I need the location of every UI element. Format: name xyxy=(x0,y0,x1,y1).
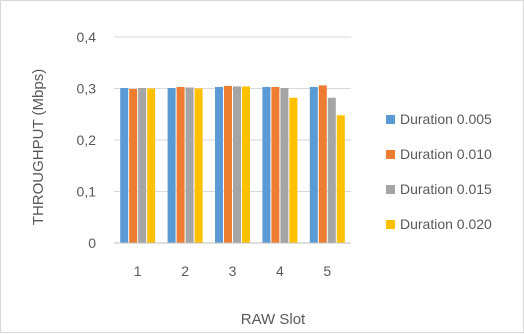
y-tick-label: 0,2 xyxy=(77,132,97,148)
bar xyxy=(129,89,138,243)
bar xyxy=(215,86,223,243)
legend: Duration 0.005 Duration 0.010 Duration 0.0… xyxy=(386,111,492,232)
y-tick-label: 0,4 xyxy=(77,29,97,45)
bars xyxy=(120,85,345,244)
x-tick-label: 1 xyxy=(134,263,142,279)
y-axis-title: THROUGHPUT (Mbps) xyxy=(30,69,47,225)
bar xyxy=(147,88,156,243)
x-tick-label: 3 xyxy=(229,263,237,279)
y-tick-label: 0 xyxy=(88,235,96,251)
axes: 0 0,1 0,2 0,3 0,4 1 2 3 4 5 xyxy=(77,29,351,279)
bar xyxy=(233,86,241,243)
bar xyxy=(289,97,298,244)
legend-label: Duration 0.010 xyxy=(400,146,492,162)
bar xyxy=(309,86,318,243)
bar xyxy=(138,87,147,243)
bar xyxy=(327,97,336,244)
bar xyxy=(120,87,129,243)
x-axis-title: RAW Slot xyxy=(241,311,306,328)
legend-swatch xyxy=(386,185,395,194)
bar xyxy=(271,86,280,243)
legend-label: Duration 0.020 xyxy=(400,216,492,232)
x-tick-label: 2 xyxy=(181,263,189,279)
bar xyxy=(262,86,271,243)
legend-swatch xyxy=(386,220,395,229)
bar xyxy=(167,87,176,243)
bar xyxy=(336,115,345,243)
legend-swatch xyxy=(386,150,395,159)
bar xyxy=(224,85,232,243)
bar xyxy=(185,87,194,243)
x-tick-label: 5 xyxy=(323,263,331,279)
bar xyxy=(176,86,185,243)
bar xyxy=(318,85,327,243)
legend-label: Duration 0.015 xyxy=(400,181,492,197)
bar xyxy=(280,87,289,243)
y-tick-label: 0,3 xyxy=(77,81,97,97)
x-tick-label: 4 xyxy=(276,263,284,279)
bar xyxy=(242,86,250,243)
legend-label: Duration 0.005 xyxy=(400,111,492,127)
bar xyxy=(194,88,203,243)
y-tick-label: 0,1 xyxy=(77,184,97,200)
legend-swatch xyxy=(386,115,395,124)
